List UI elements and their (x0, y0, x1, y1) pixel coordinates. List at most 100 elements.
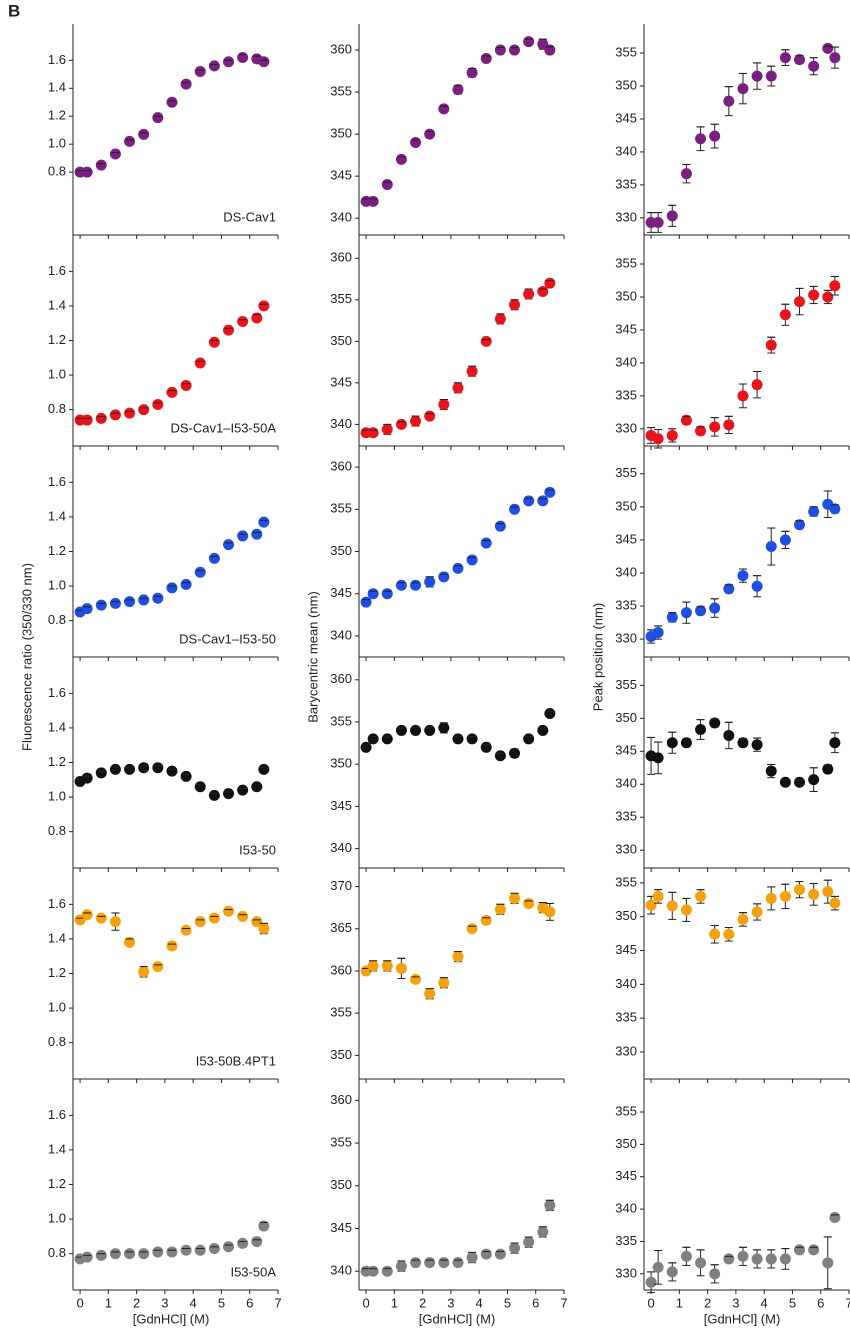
y-tick-label: 340 (330, 416, 352, 431)
point (751, 1253, 763, 1265)
point (223, 56, 235, 68)
point (666, 737, 678, 749)
x-tick-label: 0 (76, 1295, 83, 1310)
y-tick-label: 350 (330, 543, 352, 558)
point (194, 566, 206, 578)
y-tick-label: 340 (615, 564, 637, 579)
point (466, 67, 478, 79)
point (452, 382, 464, 394)
x-tick-label: 4 (476, 1295, 483, 1310)
point (709, 421, 721, 433)
point (367, 195, 379, 207)
point (652, 752, 664, 764)
point (709, 1268, 721, 1280)
point (395, 579, 407, 591)
y-tick-label: 345 (330, 585, 352, 600)
point (138, 1248, 150, 1260)
point (81, 166, 93, 178)
point (779, 890, 791, 902)
point (452, 562, 464, 574)
point (152, 1246, 164, 1258)
point (124, 936, 136, 948)
point (822, 42, 834, 54)
point (544, 486, 556, 498)
y-tick-label: 340 (615, 143, 637, 158)
point (765, 892, 777, 904)
point (822, 886, 834, 898)
point (381, 423, 393, 435)
y-tick-label: 1.2 (48, 543, 66, 558)
point (480, 914, 492, 926)
x-tick-label: 0 (362, 1295, 369, 1310)
point (829, 737, 841, 749)
y-tick-label: 1.4 (48, 930, 66, 945)
y-tick-label: 360 (330, 250, 352, 265)
point (395, 962, 407, 974)
point (367, 427, 379, 439)
point (152, 398, 164, 410)
point (109, 916, 121, 928)
y-tick-label: 355 (330, 84, 352, 99)
x-tick-label: 4 (761, 1295, 768, 1310)
y-tick-label: 330 (615, 631, 637, 646)
point (360, 596, 372, 608)
point (480, 52, 492, 64)
point (138, 966, 150, 978)
point (410, 973, 422, 985)
point (779, 309, 791, 321)
point (709, 928, 721, 940)
point (494, 1248, 506, 1260)
y-tick-label: 355 (330, 1135, 352, 1150)
y-tick-label: 345 (330, 168, 352, 183)
point (424, 576, 436, 588)
point (208, 1242, 220, 1254)
point (723, 95, 735, 107)
point (794, 884, 806, 896)
point (367, 960, 379, 972)
y-tick-label: 335 (615, 387, 637, 402)
point (124, 596, 136, 608)
point (180, 770, 192, 782)
x-tick-label: 2 (419, 1295, 426, 1310)
point (829, 1212, 841, 1224)
point (494, 313, 506, 325)
point (666, 210, 678, 222)
point (523, 897, 535, 909)
point (95, 1249, 107, 1261)
point (544, 44, 556, 56)
point (452, 1257, 464, 1269)
y-tick-label: 350 (615, 77, 637, 92)
y-tick-label: 1.2 (48, 108, 66, 123)
y-tick-label: 1.6 (48, 1107, 66, 1122)
point (723, 729, 735, 741)
y-tick-label: 355 (330, 501, 352, 516)
point (124, 763, 136, 775)
point (152, 112, 164, 124)
point (424, 410, 436, 422)
y-tick-label: 330 (615, 1265, 637, 1280)
point (494, 44, 506, 56)
y-tick-label: 1.0 (48, 578, 66, 593)
point (438, 571, 450, 583)
x-tick-label: 7 (274, 1295, 281, 1310)
point (480, 741, 492, 753)
point (381, 179, 393, 191)
point (251, 1236, 263, 1248)
y-tick-label: 335 (615, 598, 637, 613)
point (822, 1257, 834, 1269)
point (166, 582, 178, 594)
x-axis-label: [GdnHCl] (M) (419, 1311, 496, 1326)
y-tick-label: 0.8 (48, 1034, 66, 1049)
point (537, 495, 549, 507)
point (523, 1236, 535, 1248)
point (709, 602, 721, 614)
y-tick-label: 1.4 (48, 297, 66, 312)
x-tick-label: 7 (845, 1295, 850, 1310)
point (124, 1248, 136, 1260)
point (544, 277, 556, 289)
point (494, 750, 506, 762)
point (751, 739, 763, 751)
x-tick-label: 5 (218, 1295, 225, 1310)
point (237, 315, 249, 327)
x-tick-label: 3 (161, 1295, 168, 1310)
